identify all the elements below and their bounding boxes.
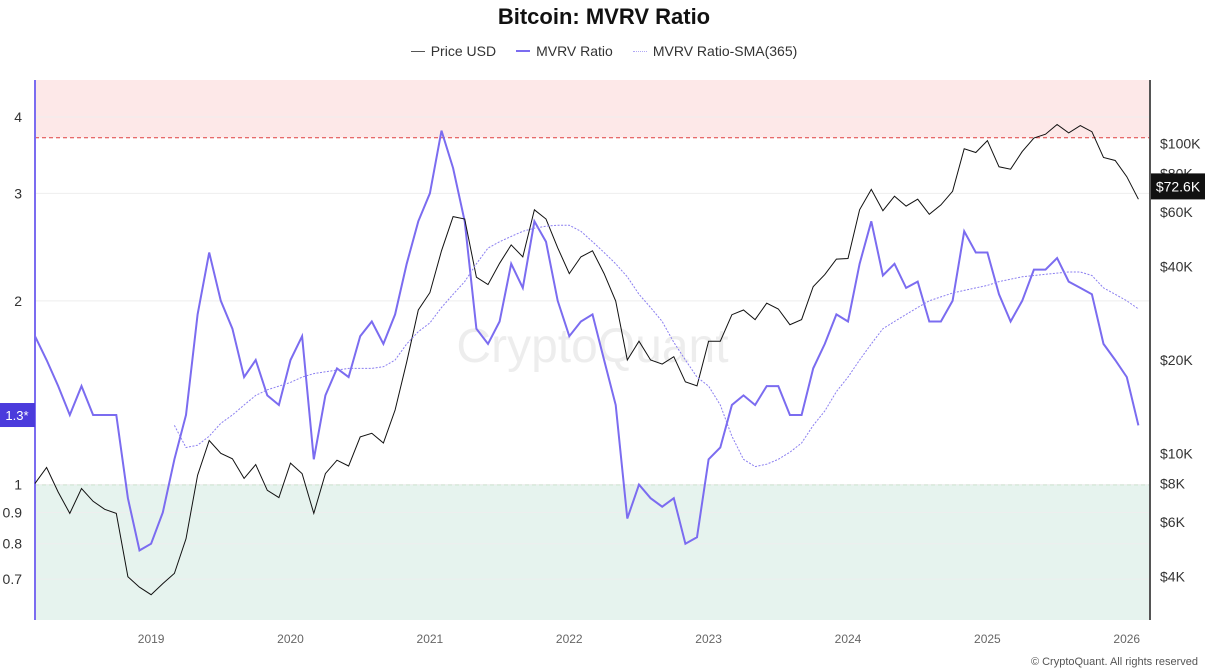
left-tick-label: 2 xyxy=(14,293,22,309)
price-current-label: $72.6K xyxy=(1156,178,1201,194)
x-tick-label: 2022 xyxy=(556,632,583,646)
watermark: CryptoQuant xyxy=(456,320,728,373)
mvrv-current-badge xyxy=(0,403,35,428)
x-tick-label: 2020 xyxy=(277,632,304,646)
left-tick-label: 4 xyxy=(14,109,22,125)
left-tick-label: 0.8 xyxy=(3,536,23,552)
right-tick-label: $8K xyxy=(1160,475,1186,491)
x-tick-label: 2025 xyxy=(974,632,1001,646)
legend-swatch xyxy=(410,50,425,52)
legend-label: Price USD xyxy=(430,43,497,59)
x-tick-label: 2026 xyxy=(1113,632,1140,646)
chart-title: Bitcoin: MVRV Ratio xyxy=(497,4,711,29)
right-tick-label: $60K xyxy=(1160,204,1193,220)
left-tick-label: 0.7 xyxy=(3,571,23,587)
legend: Price USD MVRV Ratio MVRV Ratio-SMA(365) xyxy=(0,43,1208,59)
legend-item-sma[interactable]: MVRV Ratio-SMA(365) xyxy=(632,43,798,59)
right-tick-label: $20K xyxy=(1160,352,1193,368)
left-tick-label: 1 xyxy=(14,477,22,493)
left-tick-label: 0.9 xyxy=(3,505,23,521)
band-overvalued xyxy=(35,80,1150,138)
x-tick-label: 2021 xyxy=(417,632,444,646)
legend-label: MVRV Ratio xyxy=(536,43,613,59)
copyright: © CryptoQuant. All rights reserved xyxy=(1030,656,1198,668)
x-tick-label: 2023 xyxy=(695,632,722,646)
right-tick-label: $6K xyxy=(1160,514,1186,530)
right-tick-label: $100K xyxy=(1160,135,1201,151)
band-undervalued xyxy=(35,484,1150,620)
mvrv-sma-line xyxy=(173,224,1139,468)
legend-swatch xyxy=(516,50,531,52)
price-line xyxy=(34,123,1139,596)
legend-item-price[interactable]: Price USD xyxy=(410,43,497,59)
right-tick-label: $40K xyxy=(1160,259,1193,275)
price-current-badge xyxy=(1151,173,1205,200)
x-tick-label: 2019 xyxy=(138,632,165,646)
mvrv-current-label: 1.3* xyxy=(5,408,28,423)
x-tick-label: 2024 xyxy=(835,632,862,646)
right-tick-label: $4K xyxy=(1160,569,1186,585)
legend-label: MVRV Ratio-SMA(365) xyxy=(652,43,798,59)
legend-item-mvrv[interactable]: MVRV Ratio xyxy=(516,43,613,59)
right-tick-label: $10K xyxy=(1160,445,1193,461)
legend-swatch xyxy=(632,50,647,52)
mvrv-line xyxy=(34,130,1140,552)
left-tick-label: 3 xyxy=(14,185,22,201)
